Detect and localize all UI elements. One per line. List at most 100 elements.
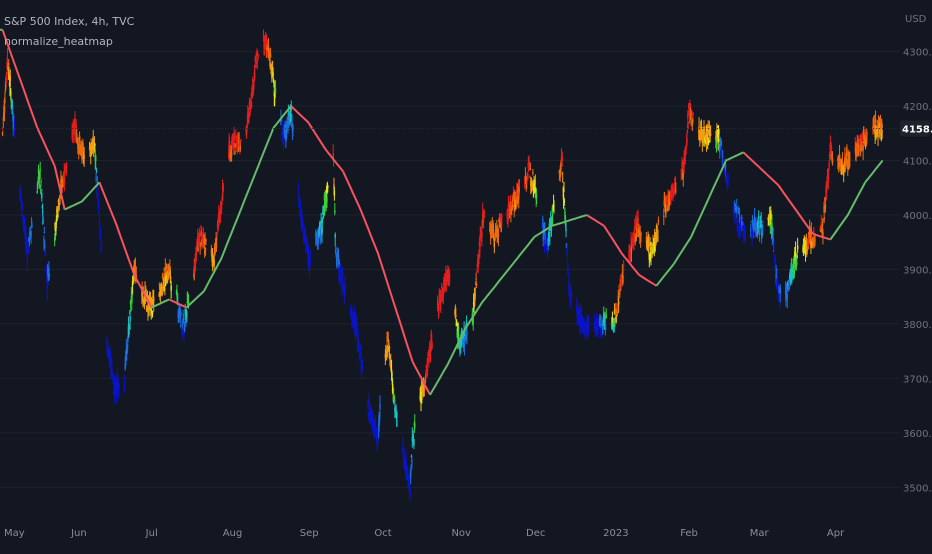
candle-body bbox=[562, 194, 565, 200]
candle-body bbox=[267, 45, 270, 48]
candle-body bbox=[823, 206, 826, 211]
candle-body bbox=[361, 368, 364, 371]
candle-body bbox=[779, 288, 781, 294]
candle-body bbox=[670, 189, 672, 194]
candle-body bbox=[479, 246, 481, 253]
candle-body bbox=[565, 228, 567, 232]
indicator-title[interactable]: normalize_heatmap bbox=[4, 35, 113, 48]
candle-body bbox=[819, 227, 822, 232]
candle-body bbox=[216, 239, 218, 241]
candle-body bbox=[740, 227, 742, 230]
candle-body bbox=[81, 147, 84, 154]
candle-body bbox=[112, 377, 115, 379]
candle-body bbox=[586, 327, 588, 333]
candle-body bbox=[599, 317, 601, 319]
candle-body bbox=[290, 114, 292, 117]
candle-body bbox=[736, 218, 739, 220]
candle-body bbox=[821, 227, 823, 234]
candle-body bbox=[751, 234, 753, 240]
candle-body bbox=[715, 141, 718, 145]
candle-body bbox=[48, 274, 51, 278]
candle-body bbox=[473, 303, 475, 309]
candle-body bbox=[339, 274, 341, 280]
candle-body bbox=[431, 345, 433, 347]
candle-body bbox=[333, 184, 335, 189]
candle-body bbox=[770, 214, 772, 219]
candle-body bbox=[593, 330, 595, 332]
candle-body bbox=[392, 384, 394, 386]
candle-body bbox=[47, 282, 49, 285]
candle-body bbox=[739, 228, 741, 233]
candle-body bbox=[291, 122, 293, 128]
candle-body bbox=[3, 106, 6, 112]
candle-body bbox=[339, 264, 342, 269]
candle-body bbox=[283, 129, 286, 131]
candle-body bbox=[145, 293, 147, 297]
candle-body bbox=[689, 108, 691, 115]
candle-body bbox=[674, 177, 677, 181]
candle-body bbox=[228, 145, 231, 147]
candle-body bbox=[703, 136, 706, 139]
candle-body bbox=[774, 262, 777, 266]
candle-body bbox=[564, 208, 566, 211]
candle-body bbox=[759, 228, 761, 231]
candle-body bbox=[36, 190, 38, 194]
candle-body bbox=[90, 153, 92, 156]
price-axis[interactable]: USD 4300.00 4200.00 4100.00 4000.00 3900.00 3… bbox=[903, 14, 932, 494]
candle-body bbox=[410, 470, 412, 472]
candle-body bbox=[758, 216, 760, 219]
candle-body bbox=[862, 136, 864, 139]
candle-body bbox=[182, 318, 185, 321]
candle-body bbox=[667, 194, 669, 200]
candle-body bbox=[448, 273, 451, 278]
candle-body bbox=[860, 137, 863, 139]
candle-body bbox=[114, 388, 117, 392]
candle-body bbox=[334, 234, 336, 238]
candle-body bbox=[472, 317, 474, 324]
candle-body bbox=[794, 259, 796, 264]
candle-body bbox=[124, 381, 126, 384]
candle-body bbox=[864, 132, 866, 135]
candle-body bbox=[822, 221, 825, 223]
price-tick-label: 4200.00 bbox=[903, 102, 932, 113]
candle-body bbox=[385, 350, 387, 356]
candle-body bbox=[532, 171, 534, 174]
candle-body bbox=[186, 312, 188, 317]
candle-body bbox=[355, 320, 357, 322]
candle-body bbox=[131, 299, 133, 304]
candle-body bbox=[771, 223, 773, 228]
candle-body bbox=[701, 137, 703, 139]
candle-body bbox=[821, 223, 824, 227]
candle-body bbox=[55, 219, 58, 224]
time-axis[interactable]: May Jun Jul Aug Sep Oct Nov Dec 2023 Feb Mar Apr bbox=[4, 528, 845, 539]
candle-body bbox=[343, 287, 345, 290]
candle-body bbox=[831, 158, 834, 164]
candle-body bbox=[110, 367, 112, 371]
candle-body bbox=[742, 229, 745, 231]
candle-body bbox=[354, 319, 356, 324]
candle-body bbox=[721, 153, 724, 157]
candle-body bbox=[791, 273, 793, 279]
candle-body bbox=[579, 324, 581, 327]
candle-body bbox=[822, 231, 824, 237]
candle-body bbox=[116, 389, 119, 391]
candle-body bbox=[375, 426, 377, 430]
symbol-info[interactable]: S&P 500 Index, 4h, TVC bbox=[4, 15, 135, 28]
candle-body bbox=[466, 329, 468, 336]
candle-body bbox=[653, 232, 656, 239]
candle-body bbox=[59, 196, 61, 198]
candle-body bbox=[26, 249, 28, 251]
candle-body bbox=[74, 118, 76, 125]
candle-body bbox=[27, 237, 30, 239]
candle-body bbox=[134, 266, 137, 271]
candle-body bbox=[651, 253, 654, 255]
candle-body bbox=[373, 431, 375, 434]
candle-body bbox=[404, 465, 407, 471]
candle-body bbox=[813, 230, 815, 234]
candle-body bbox=[77, 143, 80, 149]
candle-body bbox=[786, 287, 788, 293]
candle-body bbox=[269, 53, 272, 58]
candle-body bbox=[878, 122, 881, 128]
